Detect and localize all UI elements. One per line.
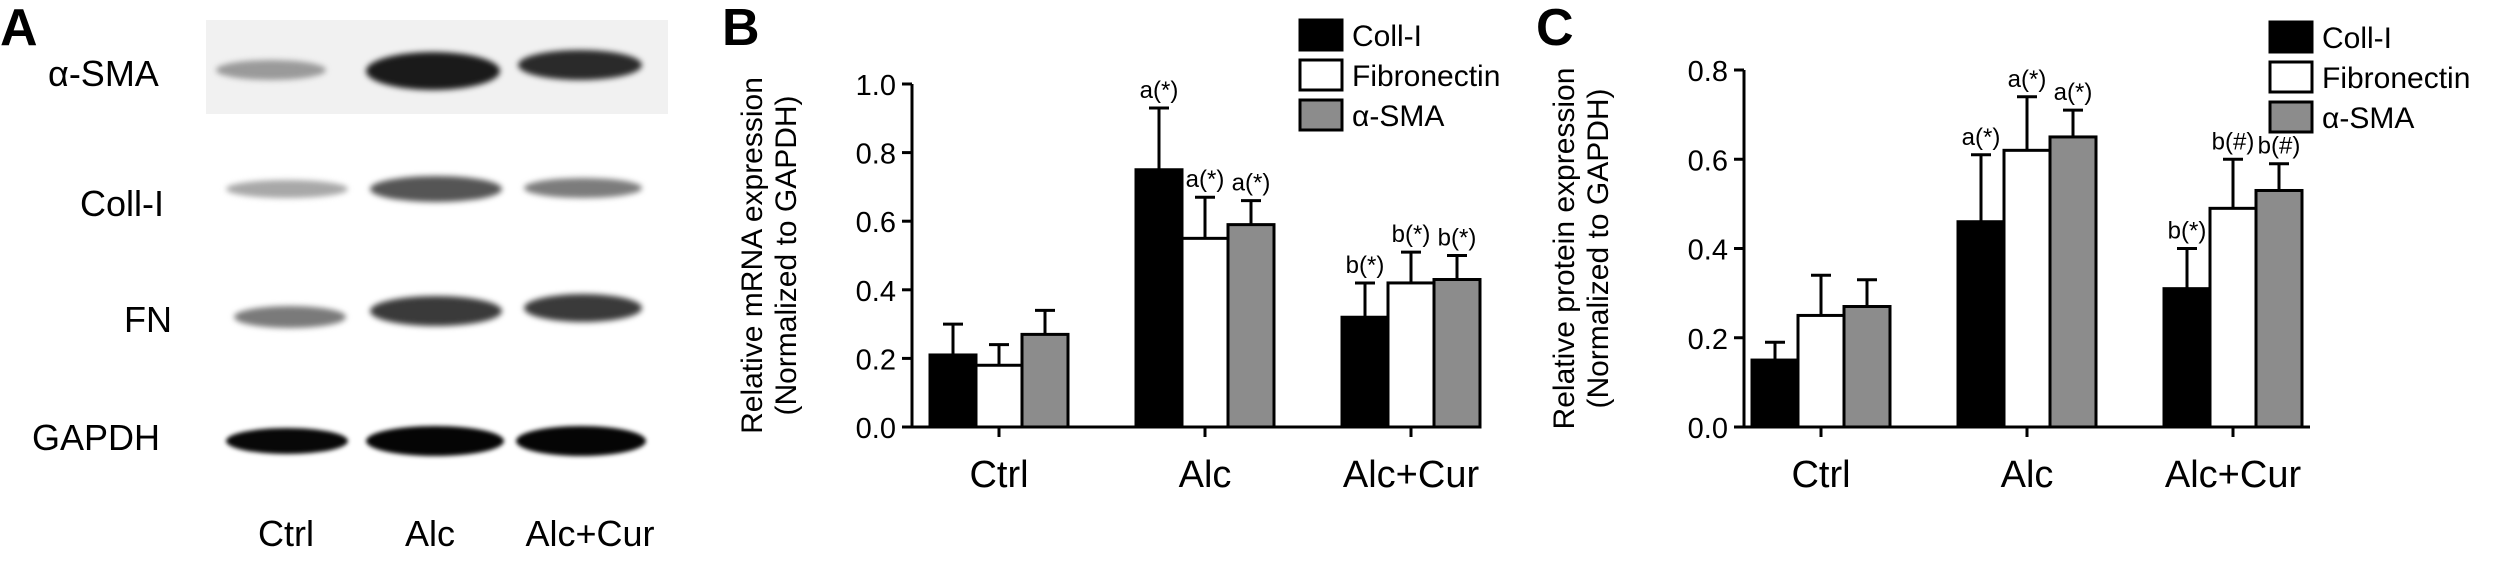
- y-tick-label: 0.0: [1688, 413, 1728, 445]
- bar-coll-alc-cur: [1340, 315, 1390, 429]
- chart-mrna-expression: 0.0 0.2 0.4 0.6 0.8 1.0 Relative mRNA expressi…: [736, 18, 1500, 496]
- y-tick-label: 0.0: [856, 413, 896, 445]
- legend-label-fibronectin: Fibronectin: [1352, 60, 1500, 93]
- band-coll-alccur: [524, 178, 642, 198]
- significance-label: a(*): [1962, 124, 2001, 151]
- panel-c-letter: C: [1536, 0, 1574, 57]
- lane-label-ctrl: Ctrl: [258, 513, 314, 554]
- significance-label: b(#): [2212, 128, 2255, 155]
- blot-row-label-gapdh: GAPDH: [32, 417, 161, 458]
- band-fn-ctrl: [234, 306, 346, 328]
- y-tick-label: 0.2: [856, 344, 896, 376]
- y-axis-label-subtitle: (Normalized to GAPDH): [770, 95, 803, 415]
- bar-asma-ctrl: [1020, 332, 1070, 429]
- significance-label: a(*): [2008, 66, 2047, 93]
- legend-swatch-fibronectin: [1298, 58, 1344, 92]
- lane-label-alc: Alc: [404, 513, 455, 554]
- band-gapdh-alc: [366, 426, 504, 456]
- significance-label: b(*): [1438, 225, 1477, 252]
- bar-coll-alc-cur: [2162, 287, 2212, 429]
- blot-row-label-coll: Coll-I: [80, 183, 165, 224]
- bar-fibronectin-ctrl: [1796, 313, 1846, 429]
- bar-asma-ctrl: [1842, 305, 1892, 429]
- significance-label: b(*): [1346, 252, 1385, 279]
- y-axis-label-subtitle: (Normalized to GAPDH): [1582, 88, 1615, 408]
- y-tick-label: 1.0: [856, 70, 896, 102]
- significance-label: b(*): [1392, 221, 1431, 248]
- significance-label: a(*): [1232, 170, 1271, 197]
- legend-label-coll: Coll-I: [1352, 20, 1422, 53]
- significance-label: b(*): [2168, 218, 2207, 245]
- x-tick-label: Alc+Cur: [2165, 454, 2302, 496]
- y-tick-label: 0.8: [1688, 56, 1728, 88]
- bar-fibronectin-alc-cur: [1386, 281, 1436, 429]
- legend-label-asma: α-SMA: [1352, 100, 1444, 133]
- bar-fibronectin-alc: [1180, 236, 1230, 429]
- bar-asma-alc-cur: [1432, 278, 1482, 429]
- legend-swatch-asma: [2268, 100, 2314, 134]
- legend-label-asma: α-SMA: [2322, 102, 2414, 135]
- x-tick-label: Ctrl: [1791, 454, 1850, 496]
- band-coll-alc: [370, 176, 502, 202]
- legend-swatch-coll: [2268, 20, 2314, 54]
- y-tick-label: 0.6: [1688, 145, 1728, 177]
- bar-fibronectin-alc: [2002, 148, 2052, 429]
- x-tick-label: Ctrl: [969, 454, 1028, 496]
- y-axis-label: Relative mRNA expression: [736, 77, 769, 434]
- legend-label-fibronectin: Fibronectin: [2322, 62, 2470, 95]
- y-tick-label: 0.8: [856, 139, 896, 171]
- bar-coll-ctrl: [1750, 358, 1800, 429]
- legend-swatch-fibronectin: [2268, 60, 2314, 94]
- panel-b-letter: B: [722, 0, 760, 57]
- bar-asma-alc-cur: [2254, 188, 2304, 429]
- x-tick-label: Alc: [2001, 454, 2054, 496]
- blot-row-label-asma: α-SMA: [48, 53, 159, 94]
- blot-row-label-fn: FN: [124, 299, 172, 340]
- x-tick-label: Alc: [1179, 454, 1232, 496]
- bar-coll-alc: [1956, 220, 2006, 429]
- panel-a-letter: A: [0, 0, 38, 57]
- bar-fibronectin-ctrl: [974, 363, 1024, 429]
- bar-fibronectin-alc-cur: [2208, 206, 2258, 429]
- band-gapdh-ctrl: [226, 428, 348, 454]
- band-gapdh-alccur: [516, 426, 646, 456]
- band-asma-alccur: [518, 50, 642, 80]
- y-tick-label: 0.2: [1688, 324, 1728, 356]
- y-tick-label: 0.4: [856, 276, 896, 308]
- band-coll-ctrl: [226, 180, 348, 198]
- bar-asma-alc: [2048, 135, 2098, 429]
- legend-swatch-coll: [1298, 18, 1344, 52]
- x-tick-label: Alc+Cur: [1343, 454, 1480, 496]
- significance-label: a(*): [2054, 79, 2093, 106]
- bar-asma-alc: [1226, 223, 1276, 429]
- bar-coll-ctrl: [928, 353, 978, 429]
- band-fn-alccur: [524, 294, 642, 322]
- band-asma-ctrl: [216, 60, 326, 80]
- legend-label-coll: Coll-I: [2322, 22, 2392, 55]
- lane-label-alccur: Alc+Cur: [525, 513, 655, 554]
- significance-label: b(#): [2258, 133, 2301, 160]
- significance-label: a(*): [1140, 77, 1179, 104]
- chart-protein-expression: 0.0 0.2 0.4 0.6 0.8 Relative protein expressi…: [1548, 20, 2470, 496]
- bar-coll-alc: [1134, 168, 1184, 429]
- legend-swatch-asma: [1298, 98, 1344, 132]
- y-tick-label: 0.6: [856, 207, 896, 239]
- significance-label: a(*): [1186, 166, 1225, 193]
- y-tick-label: 0.4: [1688, 235, 1728, 267]
- band-asma-alc: [366, 52, 500, 90]
- band-fn-alc: [370, 296, 502, 326]
- y-axis-label: Relative protein expression: [1548, 68, 1581, 430]
